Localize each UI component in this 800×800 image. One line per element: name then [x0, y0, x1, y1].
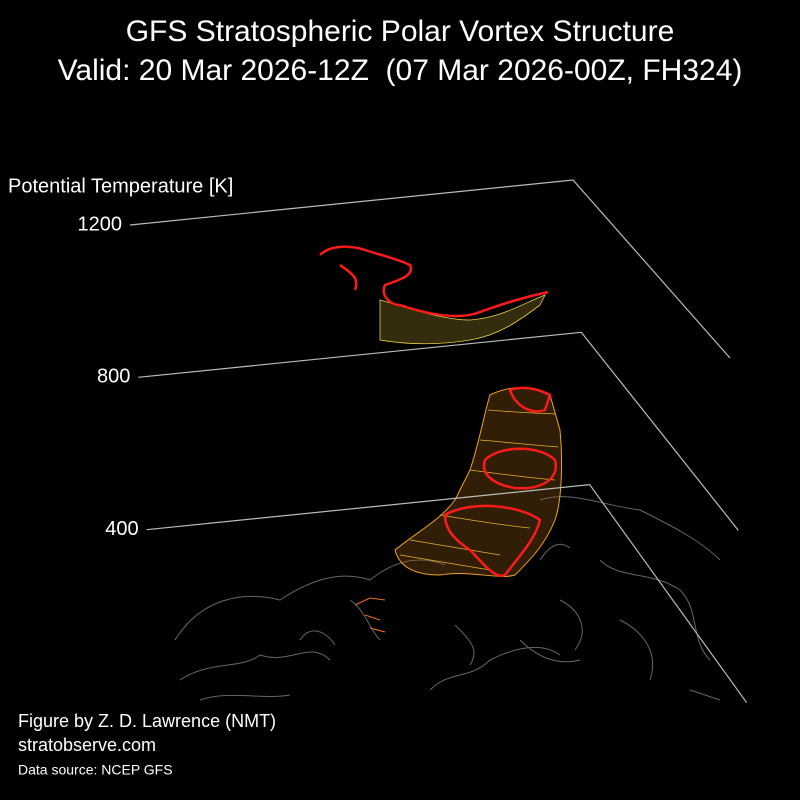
z-tick-label: 800	[97, 366, 130, 388]
grid-line	[146, 484, 748, 704]
z-axis: 400 800 1200	[78, 179, 748, 704]
z-axis-label: Potential Temperature [K]	[8, 175, 233, 197]
data-source: Data source: NCEP GFS	[18, 762, 173, 778]
grid-line	[129, 179, 731, 359]
coastlines	[174, 496, 721, 701]
chart-subtitle: Valid: 20 Mar 2026-12Z (07 Mar 2026-00Z,…	[58, 54, 743, 87]
credit: Figure by Z. D. Lawrence (NMT)	[18, 711, 276, 731]
vortex-contour	[354, 597, 386, 633]
z-tick-label: 400	[105, 518, 138, 540]
vortex-volume	[394, 387, 563, 577]
vortex-upper	[319, 245, 549, 345]
vortex-edge	[319, 245, 549, 318]
z-tick-label: 1200	[78, 213, 123, 235]
grid-line	[138, 331, 739, 531]
chart-title: GFS Stratospheric Polar Vortex Structure	[126, 15, 675, 48]
vortex-contour	[399, 409, 559, 571]
vortex-edge	[443, 386, 558, 577]
vortex-lower	[354, 386, 563, 633]
vortex-volume	[379, 294, 546, 345]
coastline	[174, 496, 721, 701]
website: stratobserve.com	[18, 735, 156, 755]
